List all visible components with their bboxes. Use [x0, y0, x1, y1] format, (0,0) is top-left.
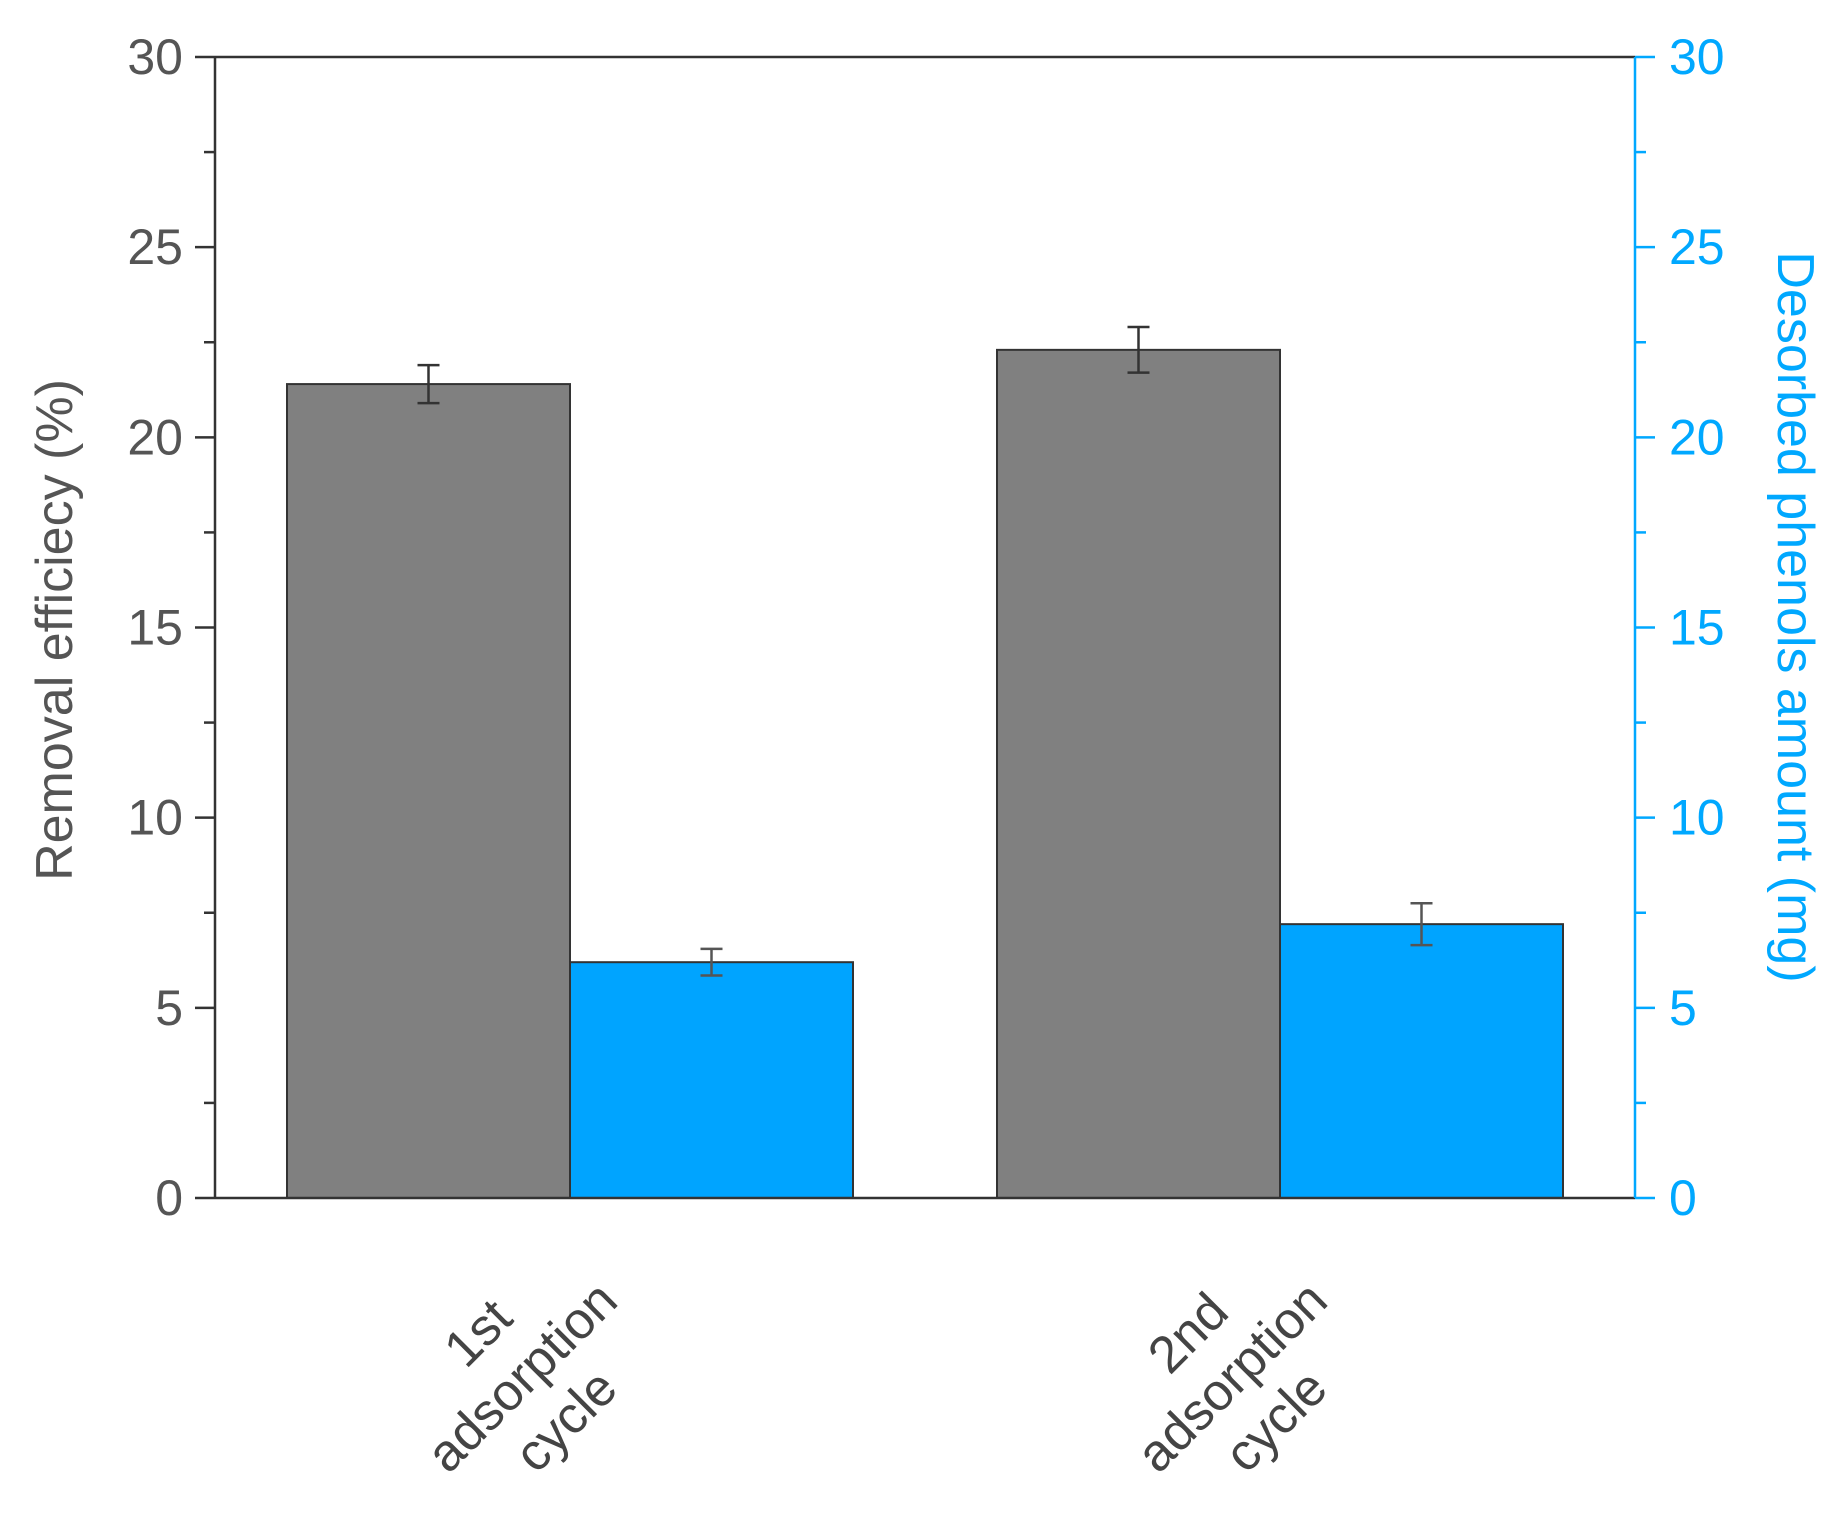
y-axis-right-title: Desorbed phenols amount (mg) — [1766, 251, 1824, 982]
y-left-tick-label: 0 — [155, 1170, 183, 1226]
bar-series2-cat2 — [1279, 923, 1564, 1199]
y-left-tick-label: 20 — [127, 409, 183, 465]
bar-series2-cat1 — [569, 961, 854, 1200]
y-right-tick-label: 15 — [1669, 600, 1725, 656]
x-tick-label-cat2: 2ndadsorptioncycle — [1082, 1227, 1382, 1527]
bars-layer — [286, 348, 1564, 1200]
y-right-tick-label: 30 — [1669, 29, 1725, 85]
y-left-tick-label: 10 — [127, 790, 183, 846]
y-right-tick-label: 10 — [1669, 790, 1725, 846]
axes-layer — [195, 55, 1655, 1200]
bar-series1-cat1 — [286, 383, 571, 1199]
y-left-tick-label: 30 — [127, 29, 183, 85]
y-right-tick-label: 20 — [1669, 409, 1725, 465]
bar-series1-cat2 — [996, 348, 1281, 1199]
error-bars-layer — [417, 325, 1433, 977]
y-right-tick-label: 5 — [1669, 980, 1697, 1036]
x-tick-label-cat1: 1stadsorptioncycle — [372, 1227, 672, 1527]
y-left-tick-label: 25 — [127, 219, 183, 275]
y-axis-left-title: Removal efficiecy (%) — [26, 379, 84, 881]
y-left-tick-label: 5 — [155, 980, 183, 1036]
y-left-tick-label: 15 — [127, 600, 183, 656]
y-right-tick-label: 25 — [1669, 219, 1725, 275]
y-right-tick-label: 0 — [1669, 1170, 1697, 1226]
